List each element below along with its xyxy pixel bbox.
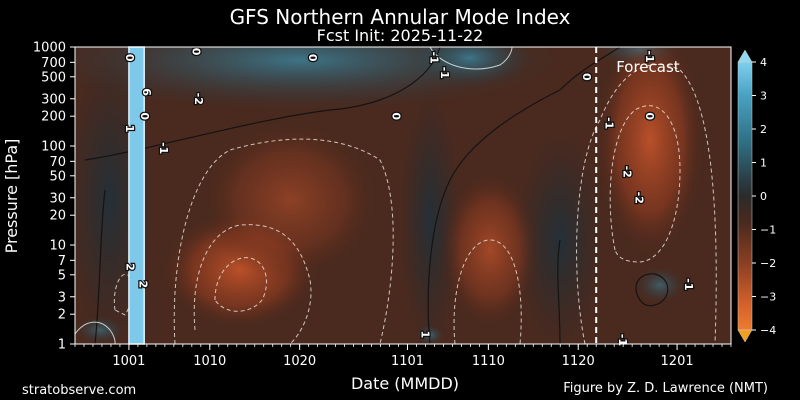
y-tick-label: 3 [58,290,66,305]
y-tick-label: 2 [58,308,66,323]
x-tick-label: 1001 [112,354,145,369]
contour-label: -1 [643,50,656,62]
contour-label: -2 [621,166,634,178]
x-tick-label: 1110 [472,354,505,369]
y-axis-label: Pressure [hPa] [2,139,21,254]
y-tick-label: 500 [41,70,66,85]
contour-label: -1 [682,278,695,290]
colorbar-min-arrow [737,329,753,343]
colorbar-tick-label: 0 [760,190,767,203]
contour-label: 1 [418,331,431,339]
contour-label: 0 [643,112,656,120]
colorbar-tick-label: −4 [760,324,776,337]
x-tick-label: 1020 [283,354,316,369]
y-tick-label: 5 [58,268,66,283]
contour-label: 0 [390,112,403,120]
y-tick-label: 700 [41,56,66,71]
y-tick-label: 70 [49,155,66,170]
forecast-label: Forecast [616,58,680,76]
plot-frame [74,46,732,345]
contour-label: 0 [138,112,151,120]
colorbar-tick-label: −2 [760,257,776,270]
footer-credit: Figure by Z. D. Lawrence (NMT) [563,381,768,396]
x-tick-label: 1010 [193,354,226,369]
colorbar-max-arrow [737,49,753,63]
x-tick-label: 1101 [391,354,424,369]
colorbar-tick-label: 1 [760,157,767,170]
contour-label: 0 [189,48,202,56]
x-tick-label: 1120 [562,354,595,369]
y-tick-label: 1000 [33,41,66,56]
colorbar-scale [737,61,753,331]
contour-label: 0 [580,73,593,81]
colorbar-tick-label: −3 [760,291,776,304]
contour-label: -1 [603,117,616,129]
contour-label: 0 [123,54,136,62]
contour-label: -1 [427,52,440,64]
y-tick-label: 30 [49,191,66,206]
y-tick-label: 20 [49,209,66,224]
contour-label: -2 [192,93,205,105]
contour-label: -2 [632,192,645,204]
y-tick-label: 7 [58,254,66,269]
y-tick-label: 10 [49,239,66,254]
x-tick-label: 1201 [661,354,694,369]
contour-label: 0 [306,54,319,62]
colorbar-tick-label: 4 [760,56,767,69]
contour-label: -1 [438,67,451,79]
contour-label: 2 [136,281,149,289]
contour-label: 2 [124,263,137,271]
colorbar: 4 3 2 1 0 −1 −2 −3 −4 [737,49,776,343]
contour-label: -1 [157,142,170,154]
contour-label: 1 [123,125,136,133]
footer-website: stratobserve.com [22,383,136,398]
y-tick-label: 300 [41,92,66,107]
y-tick-label: 1 [58,338,66,353]
y-tick-label: 200 [41,110,66,125]
x-axis-label: Date (MMDD) [351,374,459,393]
chart-title: GFS Northern Annular Mode Index [230,5,571,29]
y-tick-label: 50 [49,169,66,184]
colorbar-tick-label: −1 [760,224,776,237]
contour-label: 6 [140,88,153,96]
chart-subtitle: Fcst Init: 2025-11-22 [317,26,484,45]
colorbar-tick-label: 3 [760,90,767,103]
colorbar-tick-label: 2 [760,123,767,136]
x-axis: 1001 1010 1020 1101 1110 1120 1201 [74,344,732,369]
y-tick-label: 100 [41,140,66,155]
